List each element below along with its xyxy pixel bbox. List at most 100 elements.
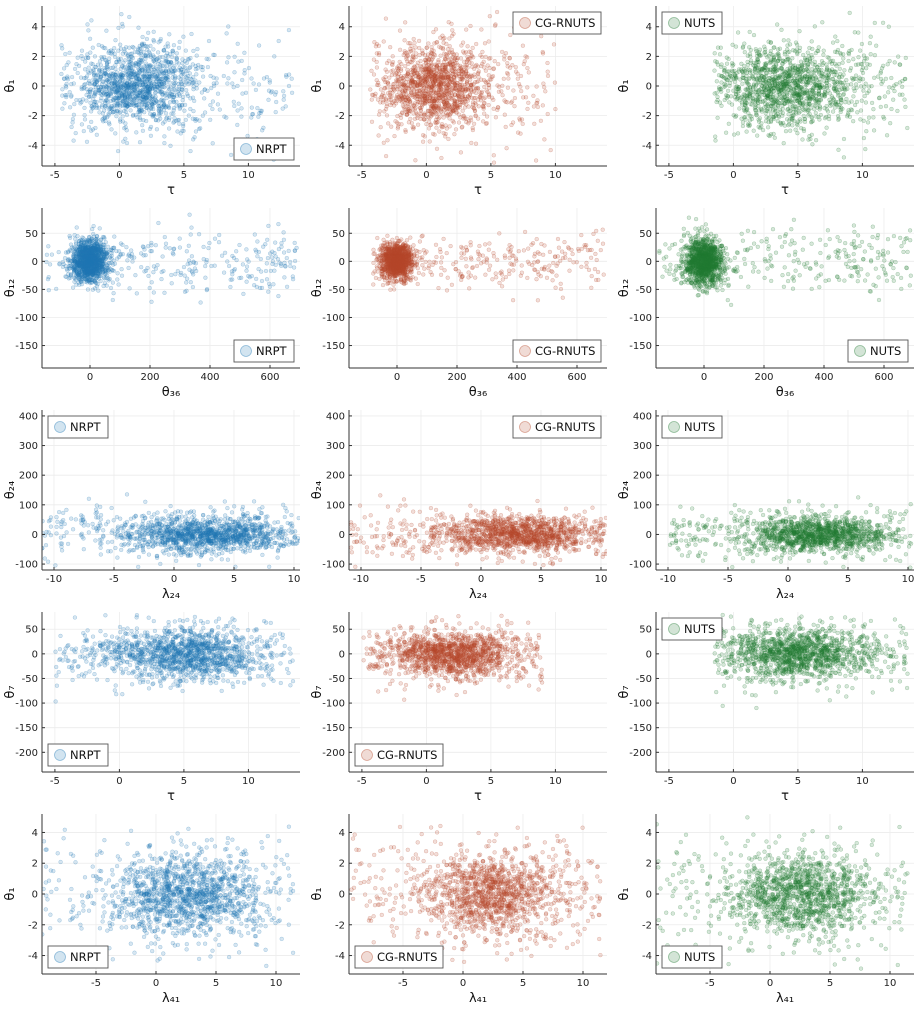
scatter-point [405, 67, 410, 73]
y-axis-label: θ₁ [617, 79, 632, 92]
scatter-point [86, 65, 91, 70]
scatter-point [107, 56, 112, 61]
scatter-point [157, 89, 163, 95]
scatter-point [118, 42, 123, 47]
scatter-point [885, 62, 890, 67]
scatter-point [535, 98, 540, 103]
scatter-point [765, 125, 771, 130]
scatter-point [460, 86, 466, 91]
scatter-point [429, 87, 434, 93]
scatter-point [443, 131, 448, 137]
scatter-point [750, 62, 756, 68]
scatter-point [518, 131, 523, 136]
scatter-point [442, 100, 447, 106]
scatter-point [143, 54, 149, 59]
scatter-point [434, 146, 440, 151]
scatter-point [153, 94, 158, 100]
scatter-point [430, 80, 436, 85]
scatter-point [754, 60, 759, 65]
scatter-point [115, 89, 120, 95]
scatter-point [208, 102, 213, 108]
scatter-point [232, 54, 237, 59]
scatter-point [113, 81, 119, 86]
scatter-point [154, 79, 159, 84]
scatter-point [242, 50, 247, 55]
scatter-point [117, 73, 122, 79]
scatter-point [59, 71, 64, 77]
scatter-point [781, 69, 787, 74]
scatter-point [172, 92, 177, 98]
scatter-point [779, 81, 784, 86]
scatter-point [374, 78, 379, 83]
scatter-point [142, 73, 147, 79]
scatter-point [473, 64, 478, 69]
scatter-point [427, 101, 432, 106]
scatter-point [464, 80, 470, 85]
scatter-point [415, 82, 420, 87]
scatter-point [110, 72, 116, 77]
scatter-point [166, 126, 172, 131]
scatter-point [437, 95, 442, 100]
scatter-point [137, 69, 142, 74]
scatter-point [121, 93, 127, 98]
scatter-point [146, 53, 151, 59]
scatter-point [124, 104, 130, 109]
scatter-point [763, 98, 768, 103]
scatter-point [420, 133, 426, 138]
scatter-point [482, 95, 488, 100]
scatter-point [411, 83, 416, 88]
scatter-point [117, 117, 123, 122]
scatter-point [411, 48, 416, 53]
scatter-point [159, 97, 165, 102]
scatter-point [461, 74, 467, 79]
scatter-point [782, 101, 787, 106]
scatter-point [726, 56, 731, 62]
scatter-point [751, 128, 756, 133]
scatter-point [802, 119, 808, 125]
scatter-point [148, 73, 153, 78]
scatter-point [121, 90, 126, 95]
scatter-point [127, 62, 132, 67]
scatter-point [851, 86, 856, 91]
scatter-point [92, 82, 97, 87]
scatter-point [103, 71, 108, 77]
scatter-point [236, 101, 241, 106]
scatter-point [875, 74, 881, 79]
scatter-point [882, 116, 887, 121]
scatter-point [427, 69, 432, 75]
scatter-point [446, 72, 451, 77]
scatter-point [452, 82, 458, 87]
scatter-point [814, 100, 819, 105]
scatter-point [189, 77, 194, 82]
scatter-point [118, 78, 123, 84]
scatter-point [431, 100, 437, 105]
scatter-point [258, 108, 263, 113]
scatter-point [137, 77, 142, 82]
scatter-point [99, 54, 104, 60]
scatter-point [64, 93, 69, 98]
scatter-point [160, 91, 165, 97]
scatter-point [137, 60, 143, 65]
scatter-point [147, 64, 153, 69]
scatter-point [834, 63, 839, 68]
scatter-point [400, 110, 405, 116]
scatter-point [120, 119, 125, 124]
scatter-point [154, 57, 159, 62]
scatter-point [787, 49, 792, 54]
scatter-point [69, 93, 74, 98]
scatter-point [138, 68, 143, 74]
scatter-point [381, 76, 386, 81]
scatter-point [415, 83, 421, 88]
scatter-point [825, 73, 830, 78]
scatter-point [122, 92, 128, 98]
scatter-point [163, 57, 168, 62]
scatter-point [518, 73, 524, 79]
scatter-point [499, 49, 505, 55]
scatter-point [369, 68, 374, 73]
scatter-point [129, 61, 135, 66]
scatter-point [764, 95, 770, 100]
scatter-point [450, 50, 455, 55]
scatter-point [754, 113, 759, 118]
scatter-point [424, 45, 429, 50]
scatter-point [131, 84, 137, 90]
